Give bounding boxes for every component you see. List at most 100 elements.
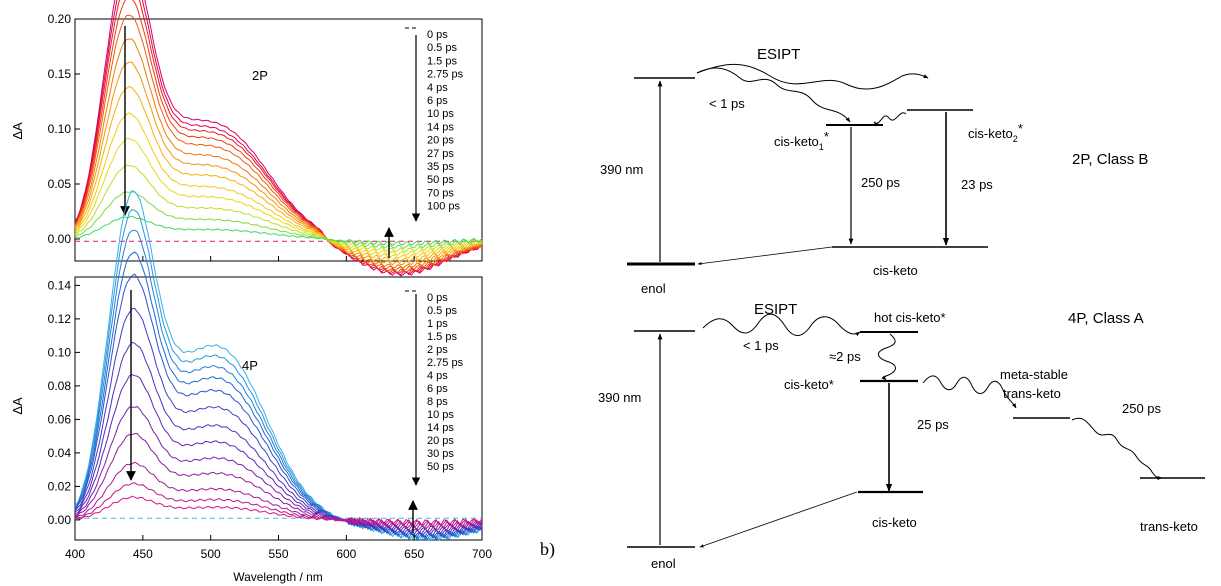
class-label: 2P, Class B — [1072, 151, 1148, 168]
series-line-20ps — [74, 461, 483, 529]
series-line-4ps — [74, 307, 483, 538]
esipt-wave-1 — [696, 67, 851, 123]
series-line-10ps — [74, 38, 483, 270]
cis-keto2-star-label: cis-keto2* — [968, 121, 1023, 144]
energy-diagram-2p: 390 nm ESIPT < 1 ps cis-keto1* cis-keto2… — [600, 46, 1148, 296]
series-line-0.5ps — [74, 0, 483, 277]
series-line-10ps — [74, 406, 483, 532]
energy-diagram-4p: 390 nm ESIPT < 1 ps hot cis-keto* 4P, Cl… — [598, 301, 1205, 571]
legend-entry: 35 ps — [427, 161, 454, 173]
legend-entry: 30 ps — [427, 448, 454, 460]
x-tick-label: 400 — [65, 547, 85, 561]
esipt-time: < 1 ps — [709, 96, 745, 111]
x-tick-label: 700 — [472, 547, 492, 561]
esipt-wave — [702, 313, 861, 337]
series-layer — [74, 0, 483, 277]
y-tick-label: 0.06 — [48, 412, 72, 426]
legend-entry: 8 ps — [427, 396, 448, 408]
x-tick-label: 450 — [133, 547, 153, 561]
y-tick-label: 0.02 — [48, 479, 72, 493]
y-tick-label: 0.15 — [48, 67, 72, 81]
tautomerization-back-arrow — [699, 491, 858, 548]
legend-entry: 2.75 ps — [427, 69, 464, 81]
chart-annotation: 2P — [252, 68, 268, 83]
series-line-27ps — [74, 112, 483, 259]
cis-keto-star-label: cis-keto* — [784, 377, 834, 392]
legend-entry: 50 ps — [427, 174, 454, 186]
legend-entry: 2.75 ps — [427, 357, 464, 369]
decay-250ps-label: 250 ps — [861, 175, 901, 190]
cooling-time: ≈2 ps — [829, 349, 861, 364]
vibrational-cooling-wave — [878, 333, 896, 381]
series-line-100ps — [74, 215, 483, 246]
legend-entry: 2 ps — [427, 344, 448, 356]
excitation-label: 390 nm — [600, 162, 643, 177]
legend-entry: 0 ps — [427, 29, 448, 41]
y-axis-ticks: 0.00 0.05 0.10 0.15 0.20 — [48, 12, 80, 246]
x-axis-ticks: 400 450 500 550 600 650 700 — [65, 535, 492, 561]
enol-label: enol — [651, 556, 676, 571]
y-axis-label: ΔA — [10, 397, 25, 415]
y-axis-ticks: 0.00 0.02 0.04 0.06 0.08 0.10 0.12 0.14 — [48, 278, 80, 527]
series-line-35ps — [74, 137, 483, 256]
y-axis-label: ΔA — [10, 122, 25, 140]
x-tick-label: 600 — [336, 547, 356, 561]
legend-entry: 6 ps — [427, 383, 448, 395]
plot-frame — [74, 276, 483, 541]
chart-2p: 0.00 0.05 0.10 0.15 0.20 ΔA 2P 0 ps0.5 ps1.5… — [10, 0, 483, 277]
esipt-wave-2 — [696, 63, 929, 90]
legend-entry: 27 ps — [427, 148, 454, 160]
series-line-1.5ps — [74, 0, 483, 276]
y-tick-label: 0.05 — [48, 177, 72, 191]
y-tick-label: 0.00 — [48, 232, 72, 246]
legend-entry: 4 ps — [427, 370, 448, 382]
legend-entry: 14 ps — [427, 422, 454, 434]
esipt-time: < 1 ps — [743, 338, 779, 353]
decay-25ps-label: 25 ps — [917, 417, 949, 432]
meta-stable-label-1: meta-stable — [1000, 367, 1068, 382]
series-line-2ps — [74, 251, 483, 540]
legend-entry: 6 ps — [427, 95, 448, 107]
y-tick-label: 0.20 — [48, 12, 72, 26]
series-line-0.5ps — [74, 190, 483, 542]
chart-annotation: 4P — [242, 358, 258, 373]
x-tick-label: 650 — [404, 547, 424, 561]
trans-relaxation-wave — [1071, 417, 1163, 480]
legend-entry: 20 ps — [427, 435, 454, 447]
x-tick-label: 500 — [201, 547, 221, 561]
legend-entry: 50 ps — [427, 461, 454, 473]
hot-cis-keto-label: hot cis-keto* — [874, 310, 946, 325]
legend-entry: 70 ps — [427, 187, 454, 199]
y-tick-label: 0.10 — [48, 122, 72, 136]
decay-23ps-label: 23 ps — [961, 177, 993, 192]
relaxation-wave — [873, 112, 907, 127]
series-layer — [74, 190, 483, 542]
excitation-label: 390 nm — [598, 390, 641, 405]
legend-entry: 10 ps — [427, 108, 454, 120]
legend-entry: 0 ps — [427, 292, 448, 304]
esipt-label: ESIPT — [757, 46, 800, 63]
y-tick-label: 0.12 — [48, 312, 72, 326]
enol-label: enol — [641, 281, 666, 296]
cis-keto1-star-label: cis-keto1* — [774, 129, 829, 152]
series-line-6ps — [74, 341, 483, 536]
series-line-50ps — [74, 164, 483, 253]
series-line-4ps — [74, 0, 483, 274]
y-tick-label: 0.08 — [48, 379, 72, 393]
legend-entry: 20 ps — [427, 135, 454, 147]
series-line-50ps — [74, 495, 483, 527]
isomerization-wave — [922, 375, 1017, 409]
trans-keto-label: trans-keto — [1140, 519, 1198, 534]
x-axis-ticks — [74, 256, 483, 261]
series-line-70ps — [74, 191, 483, 250]
y-tick-label: 0.00 — [48, 513, 72, 527]
y-tick-label: 0.14 — [48, 278, 72, 292]
isomerization-time: 250 ps — [1122, 401, 1162, 416]
cis-keto-ground-label: cis-keto — [873, 263, 918, 278]
series-line-6ps — [74, 14, 483, 272]
legend-entry: 1.5 ps — [427, 55, 457, 67]
legend: 0 ps0.5 ps1 ps1.5 ps2 ps2.75 ps4 ps6 ps8… — [405, 290, 464, 473]
legend-entry: 1.5 ps — [427, 331, 457, 343]
cis-keto-ground-label: cis-keto — [872, 515, 917, 530]
